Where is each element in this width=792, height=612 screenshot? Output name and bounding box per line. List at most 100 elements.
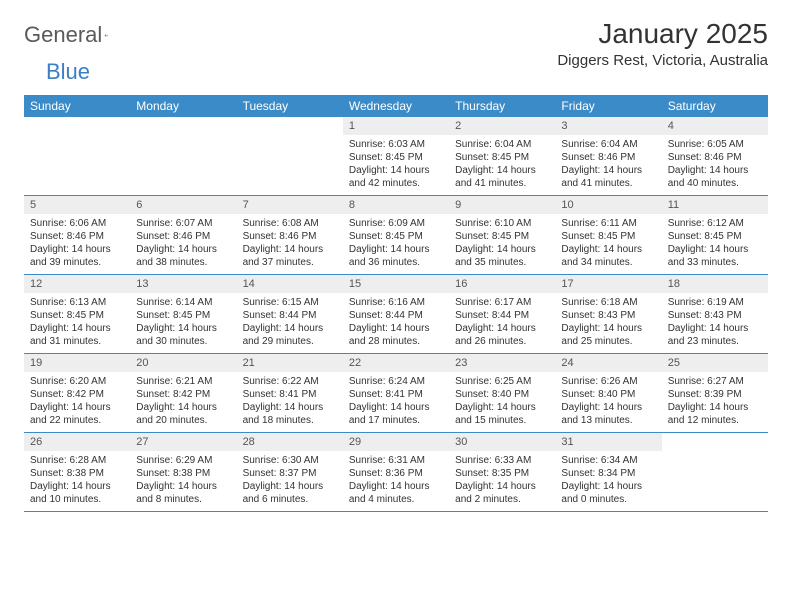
week-row: 1Sunrise: 6:03 AMSunset: 8:45 PMDaylight… <box>24 117 768 196</box>
day-cell: 14Sunrise: 6:15 AMSunset: 8:44 PMDayligh… <box>237 275 343 353</box>
dow-mon: Monday <box>130 95 236 117</box>
sunset-text: Sunset: 8:45 PM <box>455 230 549 243</box>
day-number: 6 <box>130 196 236 214</box>
day-number: 21 <box>237 354 343 372</box>
day-body: Sunrise: 6:07 AMSunset: 8:46 PMDaylight:… <box>130 214 236 273</box>
title-block: January 2025 Diggers Rest, Victoria, Aus… <box>557 18 768 69</box>
day-body: Sunrise: 6:34 AMSunset: 8:34 PMDaylight:… <box>555 451 661 510</box>
day-cell: 10Sunrise: 6:11 AMSunset: 8:45 PMDayligh… <box>555 196 661 274</box>
sunrise-text: Sunrise: 6:05 AM <box>668 138 762 151</box>
day-cell: 19Sunrise: 6:20 AMSunset: 8:42 PMDayligh… <box>24 354 130 432</box>
day-number: 17 <box>555 275 661 293</box>
day-body: Sunrise: 6:30 AMSunset: 8:37 PMDaylight:… <box>237 451 343 510</box>
day-body: Sunrise: 6:21 AMSunset: 8:42 PMDaylight:… <box>130 372 236 431</box>
day-number: 15 <box>343 275 449 293</box>
weeks-container: 1Sunrise: 6:03 AMSunset: 8:45 PMDaylight… <box>24 117 768 512</box>
dow-wed: Wednesday <box>343 95 449 117</box>
day-body: Sunrise: 6:06 AMSunset: 8:46 PMDaylight:… <box>24 214 130 273</box>
sunrise-text: Sunrise: 6:09 AM <box>349 217 443 230</box>
day-body: Sunrise: 6:08 AMSunset: 8:46 PMDaylight:… <box>237 214 343 273</box>
sunrise-text: Sunrise: 6:13 AM <box>30 296 124 309</box>
daylight-text: Daylight: 14 hours and 2 minutes. <box>455 480 549 506</box>
daylight-text: Daylight: 14 hours and 15 minutes. <box>455 401 549 427</box>
day-cell: 5Sunrise: 6:06 AMSunset: 8:46 PMDaylight… <box>24 196 130 274</box>
day-cell: 7Sunrise: 6:08 AMSunset: 8:46 PMDaylight… <box>237 196 343 274</box>
sunset-text: Sunset: 8:38 PM <box>30 467 124 480</box>
sunrise-text: Sunrise: 6:10 AM <box>455 217 549 230</box>
week-row: 5Sunrise: 6:06 AMSunset: 8:46 PMDaylight… <box>24 196 768 275</box>
daylight-text: Daylight: 14 hours and 29 minutes. <box>243 322 337 348</box>
sunrise-text: Sunrise: 6:29 AM <box>136 454 230 467</box>
day-cell: 13Sunrise: 6:14 AMSunset: 8:45 PMDayligh… <box>130 275 236 353</box>
day-body: Sunrise: 6:29 AMSunset: 8:38 PMDaylight:… <box>130 451 236 510</box>
day-number: 24 <box>555 354 661 372</box>
sunrise-text: Sunrise: 6:26 AM <box>561 375 655 388</box>
day-cell: 29Sunrise: 6:31 AMSunset: 8:36 PMDayligh… <box>343 433 449 511</box>
sunrise-text: Sunrise: 6:06 AM <box>30 217 124 230</box>
sunset-text: Sunset: 8:43 PM <box>668 309 762 322</box>
sunset-text: Sunset: 8:38 PM <box>136 467 230 480</box>
sunrise-text: Sunrise: 6:28 AM <box>30 454 124 467</box>
day-body: Sunrise: 6:15 AMSunset: 8:44 PMDaylight:… <box>237 293 343 352</box>
day-body: Sunrise: 6:19 AMSunset: 8:43 PMDaylight:… <box>662 293 768 352</box>
daylight-text: Daylight: 14 hours and 34 minutes. <box>561 243 655 269</box>
sunset-text: Sunset: 8:45 PM <box>668 230 762 243</box>
day-cell: 6Sunrise: 6:07 AMSunset: 8:46 PMDaylight… <box>130 196 236 274</box>
day-number: 10 <box>555 196 661 214</box>
day-body: Sunrise: 6:13 AMSunset: 8:45 PMDaylight:… <box>24 293 130 352</box>
sunrise-text: Sunrise: 6:04 AM <box>455 138 549 151</box>
daylight-text: Daylight: 14 hours and 40 minutes. <box>668 164 762 190</box>
sunrise-text: Sunrise: 6:21 AM <box>136 375 230 388</box>
day-body: Sunrise: 6:16 AMSunset: 8:44 PMDaylight:… <box>343 293 449 352</box>
day-cell: 15Sunrise: 6:16 AMSunset: 8:44 PMDayligh… <box>343 275 449 353</box>
day-number: 26 <box>24 433 130 451</box>
sunrise-text: Sunrise: 6:27 AM <box>668 375 762 388</box>
sunset-text: Sunset: 8:41 PM <box>349 388 443 401</box>
daylight-text: Daylight: 14 hours and 23 minutes. <box>668 322 762 348</box>
day-number <box>237 117 343 121</box>
dow-thu: Thursday <box>449 95 555 117</box>
daylight-text: Daylight: 14 hours and 10 minutes. <box>30 480 124 506</box>
day-body: Sunrise: 6:09 AMSunset: 8:45 PMDaylight:… <box>343 214 449 273</box>
day-cell: 11Sunrise: 6:12 AMSunset: 8:45 PMDayligh… <box>662 196 768 274</box>
daylight-text: Daylight: 14 hours and 0 minutes. <box>561 480 655 506</box>
day-cell: 26 Sunrise: 6:28 AMSunset: 8:38 PMDayligh… <box>24 433 130 511</box>
daylight-text: Daylight: 14 hours and 33 minutes. <box>668 243 762 269</box>
day-body: Sunrise: 6:03 AMSunset: 8:45 PMDaylight:… <box>343 135 449 194</box>
daylight-text: Daylight: 14 hours and 37 minutes. <box>243 243 337 269</box>
sunset-text: Sunset: 8:45 PM <box>349 151 443 164</box>
day-number: 20 <box>130 354 236 372</box>
day-cell <box>662 433 768 511</box>
day-body: Sunrise: 6:25 AMSunset: 8:40 PMDaylight:… <box>449 372 555 431</box>
day-cell: 9Sunrise: 6:10 AMSunset: 8:45 PMDaylight… <box>449 196 555 274</box>
day-cell: 17Sunrise: 6:18 AMSunset: 8:43 PMDayligh… <box>555 275 661 353</box>
daylight-text: Daylight: 14 hours and 42 minutes. <box>349 164 443 190</box>
daylight-text: Daylight: 14 hours and 41 minutes. <box>455 164 549 190</box>
sunset-text: Sunset: 8:43 PM <box>561 309 655 322</box>
dow-tue: Tuesday <box>237 95 343 117</box>
sunrise-text: Sunrise: 6:07 AM <box>136 217 230 230</box>
daylight-text: Daylight: 14 hours and 12 minutes. <box>668 401 762 427</box>
sunset-text: Sunset: 8:37 PM <box>243 467 337 480</box>
sunset-text: Sunset: 8:41 PM <box>243 388 337 401</box>
day-cell <box>24 117 130 195</box>
day-number: 1 <box>343 117 449 135</box>
sunrise-text: Sunrise: 6:30 AM <box>243 454 337 467</box>
dow-sun: Sunday <box>24 95 130 117</box>
brand-part1: General <box>24 22 102 48</box>
day-cell <box>130 117 236 195</box>
day-number: 14 <box>237 275 343 293</box>
day-number: 30 <box>449 433 555 451</box>
day-number: 3 <box>555 117 661 135</box>
daylight-text: Daylight: 14 hours and 4 minutes. <box>349 480 443 506</box>
day-cell: 1Sunrise: 6:03 AMSunset: 8:45 PMDaylight… <box>343 117 449 195</box>
sunrise-text: Sunrise: 6:20 AM <box>30 375 124 388</box>
day-number <box>662 433 768 437</box>
day-number: 9 <box>449 196 555 214</box>
sunset-text: Sunset: 8:42 PM <box>136 388 230 401</box>
day-number: 2 <box>449 117 555 135</box>
day-cell: 30Sunrise: 6:33 AMSunset: 8:35 PMDayligh… <box>449 433 555 511</box>
day-cell: 23Sunrise: 6:25 AMSunset: 8:40 PMDayligh… <box>449 354 555 432</box>
sunrise-text: Sunrise: 6:34 AM <box>561 454 655 467</box>
sunset-text: Sunset: 8:36 PM <box>349 467 443 480</box>
